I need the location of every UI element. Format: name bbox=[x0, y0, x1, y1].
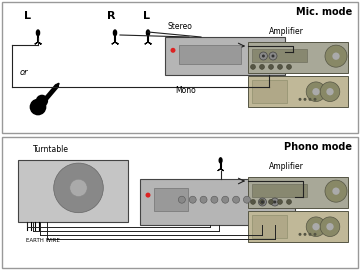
Bar bbox=[252, 80, 287, 103]
Text: R: R bbox=[107, 11, 116, 21]
Circle shape bbox=[303, 233, 306, 236]
Bar bbox=[154, 188, 188, 211]
Circle shape bbox=[189, 196, 196, 203]
Circle shape bbox=[320, 82, 340, 102]
Text: Stereo: Stereo bbox=[167, 22, 192, 31]
Circle shape bbox=[262, 55, 265, 58]
Ellipse shape bbox=[113, 29, 117, 36]
Circle shape bbox=[260, 199, 265, 204]
Circle shape bbox=[171, 48, 176, 53]
Text: L: L bbox=[24, 11, 31, 21]
Circle shape bbox=[271, 198, 279, 206]
Circle shape bbox=[326, 223, 334, 230]
Circle shape bbox=[251, 64, 256, 69]
Circle shape bbox=[306, 82, 326, 102]
Circle shape bbox=[309, 98, 311, 101]
Circle shape bbox=[271, 55, 275, 58]
Circle shape bbox=[287, 64, 292, 69]
Bar bbox=[248, 177, 348, 208]
Circle shape bbox=[278, 64, 283, 69]
Circle shape bbox=[70, 179, 87, 197]
Circle shape bbox=[287, 199, 292, 204]
Circle shape bbox=[36, 95, 48, 107]
Ellipse shape bbox=[36, 29, 40, 36]
Bar bbox=[248, 211, 348, 242]
Circle shape bbox=[312, 88, 320, 95]
Text: EARTH WIRE: EARTH WIRE bbox=[26, 238, 60, 243]
Circle shape bbox=[269, 199, 274, 204]
Circle shape bbox=[273, 201, 276, 204]
Bar bbox=[248, 76, 348, 107]
Text: Phono mode: Phono mode bbox=[284, 142, 352, 152]
Circle shape bbox=[312, 223, 320, 230]
Circle shape bbox=[233, 196, 240, 203]
Circle shape bbox=[314, 98, 316, 101]
Circle shape bbox=[320, 217, 340, 237]
Circle shape bbox=[306, 217, 326, 237]
Circle shape bbox=[303, 98, 306, 101]
Circle shape bbox=[258, 198, 266, 206]
Bar bbox=[252, 49, 307, 62]
Circle shape bbox=[298, 98, 302, 101]
Ellipse shape bbox=[56, 83, 60, 86]
Ellipse shape bbox=[219, 157, 223, 164]
Circle shape bbox=[260, 52, 267, 60]
Text: Amplifier: Amplifier bbox=[269, 162, 303, 171]
Circle shape bbox=[278, 199, 283, 204]
Bar bbox=[252, 184, 307, 197]
Circle shape bbox=[332, 187, 340, 195]
Bar bbox=[248, 42, 348, 73]
Bar bbox=[18, 160, 128, 222]
Circle shape bbox=[326, 88, 334, 95]
Text: L: L bbox=[143, 11, 150, 21]
Ellipse shape bbox=[146, 29, 150, 36]
Circle shape bbox=[269, 64, 274, 69]
Circle shape bbox=[243, 196, 251, 203]
Circle shape bbox=[332, 52, 340, 60]
Text: Turntable: Turntable bbox=[33, 145, 69, 154]
Bar bbox=[165, 37, 285, 75]
Circle shape bbox=[309, 233, 311, 236]
Circle shape bbox=[30, 99, 46, 115]
Bar bbox=[179, 45, 242, 64]
Bar bbox=[140, 179, 295, 225]
Circle shape bbox=[222, 196, 229, 203]
Text: Mic. mode: Mic. mode bbox=[296, 7, 352, 17]
Circle shape bbox=[269, 52, 277, 60]
Circle shape bbox=[314, 233, 316, 236]
Text: Mono: Mono bbox=[175, 86, 196, 95]
Text: or: or bbox=[20, 68, 29, 77]
Circle shape bbox=[145, 193, 150, 198]
Circle shape bbox=[200, 196, 207, 203]
Circle shape bbox=[211, 196, 218, 203]
Circle shape bbox=[178, 196, 185, 203]
Circle shape bbox=[54, 163, 103, 213]
Circle shape bbox=[260, 64, 265, 69]
Circle shape bbox=[325, 45, 347, 67]
Circle shape bbox=[251, 199, 256, 204]
Circle shape bbox=[298, 233, 302, 236]
Bar bbox=[252, 215, 287, 238]
Circle shape bbox=[261, 201, 264, 204]
Circle shape bbox=[325, 180, 347, 202]
Text: Amplifier: Amplifier bbox=[269, 27, 303, 36]
